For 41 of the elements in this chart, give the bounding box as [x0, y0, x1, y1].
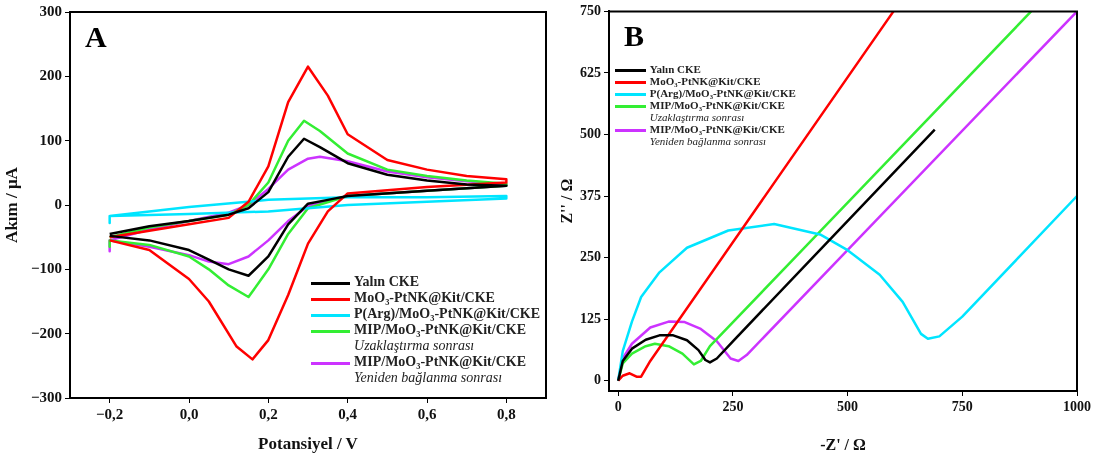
legend-label: MIP/MoO₃-PtNK@Kit/CKE Yeniden bağlanma sonrası [649, 123, 785, 148]
x-tick-label: 0,8 [496, 405, 516, 422]
x-tick-label: 0,6 [417, 405, 437, 422]
y-tick-label: −200 [30, 324, 62, 341]
y-tick-label: −100 [30, 260, 62, 277]
y-tick-label: 375 [580, 187, 601, 203]
x-tick-label: 750 [951, 399, 973, 415]
y-tick-label: 100 [39, 131, 62, 148]
y-tick-label: 625 [580, 64, 601, 80]
legend-label: P(Arg)/MoO₃-PtNK@Kit/CKE [649, 87, 796, 100]
y-tick-label: 250 [580, 249, 601, 265]
x-tick-label: 250 [722, 399, 744, 415]
x-axis-title: Potansiyel / V [258, 434, 359, 454]
y-tick-label: 500 [580, 126, 601, 142]
y-tick-label: −300 [30, 388, 62, 405]
chart-title: A [85, 19, 107, 53]
y-tick-label: 0 [594, 372, 601, 388]
x-tick-label: 0,4 [338, 405, 358, 422]
x-tick-label: −0,2 [96, 405, 124, 422]
legend-label: Yalın CKE [354, 274, 419, 289]
y-tick-label: 750 [580, 3, 601, 19]
legend-label: Yalın CKE [649, 63, 701, 76]
legend-label: MIP/MoO₃-PtNK@Kit/CKE Uzaklaştırma sonrası [649, 99, 785, 124]
x-tick-label: 500 [837, 399, 859, 415]
chart-title: B [624, 19, 645, 53]
y-axis-title: Akım / μA [1, 166, 21, 243]
y-tick-label: 0 [54, 195, 62, 212]
legend-label: MIP/MoO₃-PtNK@Kit/CKE Uzaklaştırma sonrası [354, 322, 527, 354]
y-tick-label: 200 [39, 67, 62, 84]
legend-label: MoO₃-PtNK@Kit/CKE [354, 290, 495, 305]
x-axis-title: -Z' / Ω [820, 435, 867, 453]
legend-label: MIP/MoO₃-PtNK@Kit/CKE Yeniden bağlanma sonrası [354, 354, 527, 386]
legend-label: MoO₃-PtNK@Kit/CKE [649, 75, 761, 88]
y-axis-title: Z'' / Ω [557, 178, 575, 224]
x-tick-label: 0,2 [258, 405, 278, 422]
y-tick-label: 300 [39, 2, 62, 19]
x-tick-label: 1000 [1063, 399, 1091, 415]
legend-label: P(Arg)/MoO₃-PtNK@Kit/CKE [354, 306, 540, 321]
y-tick-label: 125 [580, 310, 601, 326]
x-tick-label: 0 [614, 399, 622, 415]
x-tick-label: 0,0 [179, 405, 199, 422]
